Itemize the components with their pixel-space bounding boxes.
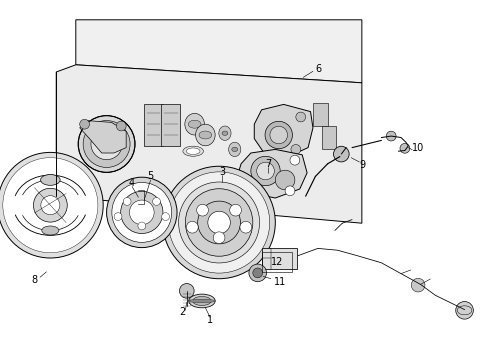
- Text: 12: 12: [270, 257, 283, 267]
- Circle shape: [106, 177, 177, 248]
- Text: 5: 5: [147, 171, 153, 181]
- Ellipse shape: [228, 142, 241, 157]
- Circle shape: [229, 204, 241, 216]
- Ellipse shape: [219, 126, 231, 140]
- Circle shape: [91, 129, 122, 159]
- Circle shape: [250, 156, 280, 186]
- Polygon shape: [312, 103, 327, 126]
- Circle shape: [252, 268, 262, 278]
- Circle shape: [256, 162, 274, 180]
- Circle shape: [386, 131, 395, 141]
- Circle shape: [185, 189, 252, 256]
- Circle shape: [138, 222, 145, 230]
- Polygon shape: [56, 65, 361, 223]
- Polygon shape: [161, 104, 180, 146]
- Circle shape: [168, 172, 269, 273]
- Circle shape: [455, 302, 472, 319]
- Circle shape: [240, 221, 251, 233]
- Bar: [261, 252, 291, 272]
- Circle shape: [197, 201, 240, 244]
- Ellipse shape: [41, 175, 60, 185]
- Circle shape: [269, 126, 287, 144]
- Ellipse shape: [184, 113, 204, 135]
- Circle shape: [275, 170, 294, 190]
- Circle shape: [213, 232, 224, 244]
- Circle shape: [162, 213, 169, 220]
- Circle shape: [80, 119, 89, 129]
- Circle shape: [123, 198, 131, 205]
- Circle shape: [129, 200, 154, 225]
- Circle shape: [3, 158, 98, 253]
- Polygon shape: [321, 126, 336, 149]
- Circle shape: [290, 144, 300, 154]
- Circle shape: [295, 112, 305, 122]
- Circle shape: [121, 191, 163, 234]
- Circle shape: [98, 135, 115, 153]
- Ellipse shape: [188, 120, 201, 128]
- Circle shape: [41, 196, 60, 215]
- Polygon shape: [236, 149, 306, 198]
- Circle shape: [248, 264, 266, 282]
- Text: 6: 6: [315, 64, 321, 74]
- Text: 11: 11: [273, 276, 285, 287]
- Ellipse shape: [192, 296, 211, 305]
- Ellipse shape: [199, 131, 211, 139]
- Circle shape: [116, 121, 126, 131]
- Circle shape: [83, 121, 130, 167]
- Circle shape: [179, 284, 194, 298]
- Text: 2: 2: [179, 307, 184, 318]
- Text: 8: 8: [31, 275, 37, 285]
- Text: 1: 1: [207, 315, 213, 325]
- Ellipse shape: [186, 148, 200, 154]
- Text: 9: 9: [359, 160, 365, 170]
- Ellipse shape: [195, 124, 215, 146]
- Ellipse shape: [183, 146, 203, 156]
- Text: 10: 10: [411, 143, 424, 153]
- Circle shape: [333, 146, 348, 162]
- Ellipse shape: [42, 226, 59, 235]
- Circle shape: [114, 213, 122, 220]
- Circle shape: [196, 204, 208, 216]
- Circle shape: [264, 121, 292, 149]
- Text: 4: 4: [129, 178, 135, 188]
- Circle shape: [178, 182, 259, 263]
- Circle shape: [186, 221, 198, 233]
- Circle shape: [207, 211, 230, 234]
- Polygon shape: [76, 20, 361, 83]
- Circle shape: [112, 183, 171, 242]
- Polygon shape: [144, 104, 163, 146]
- Circle shape: [78, 116, 135, 172]
- Circle shape: [163, 166, 275, 279]
- Bar: [261, 248, 296, 269]
- Circle shape: [152, 198, 160, 205]
- Text: 7: 7: [264, 159, 270, 169]
- Polygon shape: [80, 121, 126, 153]
- Circle shape: [410, 278, 424, 292]
- Circle shape: [289, 155, 299, 165]
- Ellipse shape: [231, 147, 237, 152]
- Circle shape: [399, 143, 409, 153]
- Ellipse shape: [188, 299, 215, 303]
- Circle shape: [33, 188, 67, 222]
- Text: 3: 3: [219, 167, 225, 177]
- Circle shape: [0, 152, 103, 258]
- Polygon shape: [254, 104, 312, 157]
- Circle shape: [285, 186, 294, 196]
- Ellipse shape: [222, 131, 227, 135]
- Ellipse shape: [188, 294, 215, 308]
